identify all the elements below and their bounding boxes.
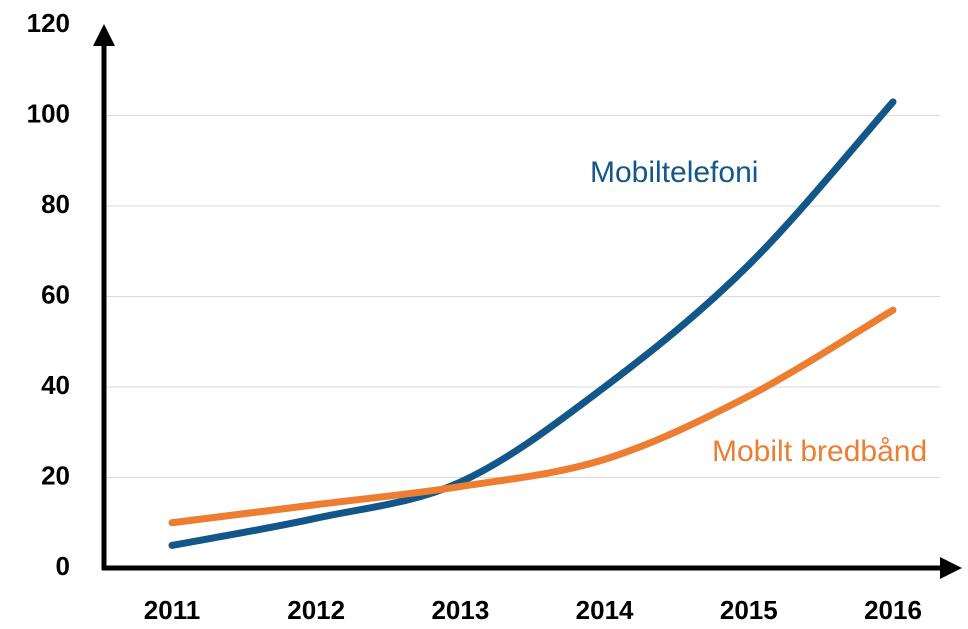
- y-tick-label: 60: [41, 279, 70, 309]
- series-line: [168, 306, 897, 527]
- series-label: Mobiltelefoni: [590, 156, 758, 189]
- labels: 0 20 40 60 80 100 120 2011 2012 2013 2014 2015 2016 M…: [27, 8, 928, 625]
- x-tick-label: 2014: [576, 595, 634, 625]
- x-axis-arrow: [940, 557, 962, 579]
- series-label: Mobilt bredbånd: [712, 435, 927, 468]
- y-tick-label: 20: [41, 460, 70, 490]
- plot-area: [168, 98, 897, 549]
- x-tick-label: 2015: [720, 595, 778, 625]
- x-tick-label: 2012: [287, 595, 345, 625]
- y-tick-label: 0: [56, 551, 70, 581]
- x-tick-label: 2016: [864, 595, 922, 625]
- x-tick-label: 2013: [431, 595, 489, 625]
- y-tick-label: 80: [41, 189, 70, 219]
- y-axis-arrow: [93, 24, 115, 46]
- y-tick-label: 120: [27, 8, 70, 38]
- y-tick-label: 40: [41, 370, 70, 400]
- grid: [106, 115, 940, 478]
- series-line: [168, 98, 897, 549]
- y-tick-label: 100: [27, 98, 70, 128]
- x-tick-label: 2011: [144, 595, 200, 625]
